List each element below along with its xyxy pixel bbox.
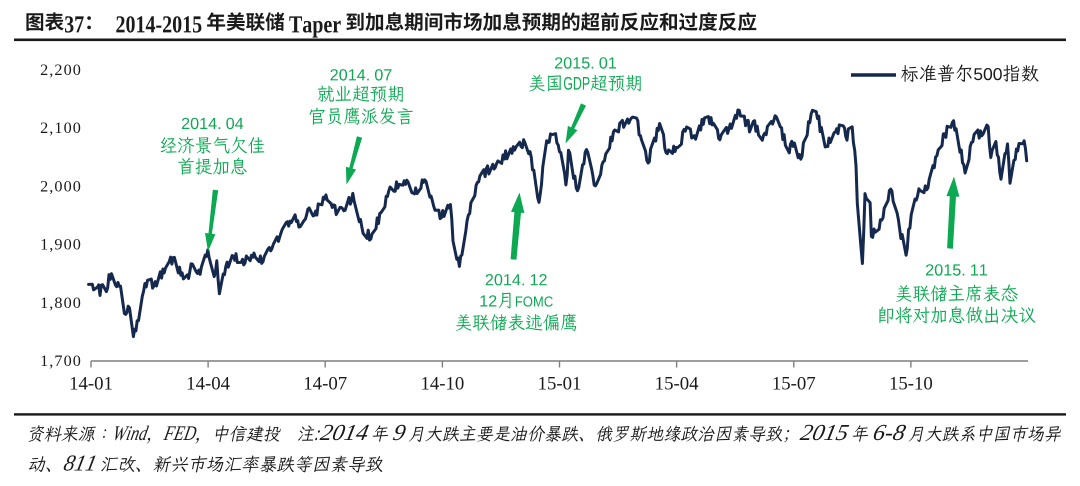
svg-text:15-10: 15-10 (889, 374, 933, 395)
svg-text:1,800: 1,800 (40, 294, 82, 312)
svg-text:14-07: 14-07 (303, 374, 347, 395)
svg-text:14-10: 14-10 (420, 374, 464, 395)
svg-text:2,000: 2,000 (40, 177, 82, 195)
svg-text:14-04: 14-04 (186, 374, 230, 395)
svg-text:15-04: 15-04 (655, 374, 699, 395)
svg-text:15-01: 15-01 (538, 374, 582, 395)
svg-text:14-01: 14-01 (69, 374, 113, 395)
svg-text:2,200: 2,200 (40, 61, 82, 79)
svg-text:2,100: 2,100 (40, 119, 82, 137)
svg-text:1,700: 1,700 (40, 352, 82, 370)
svg-text:1,900: 1,900 (40, 236, 82, 254)
svg-text:15-07: 15-07 (772, 374, 816, 395)
